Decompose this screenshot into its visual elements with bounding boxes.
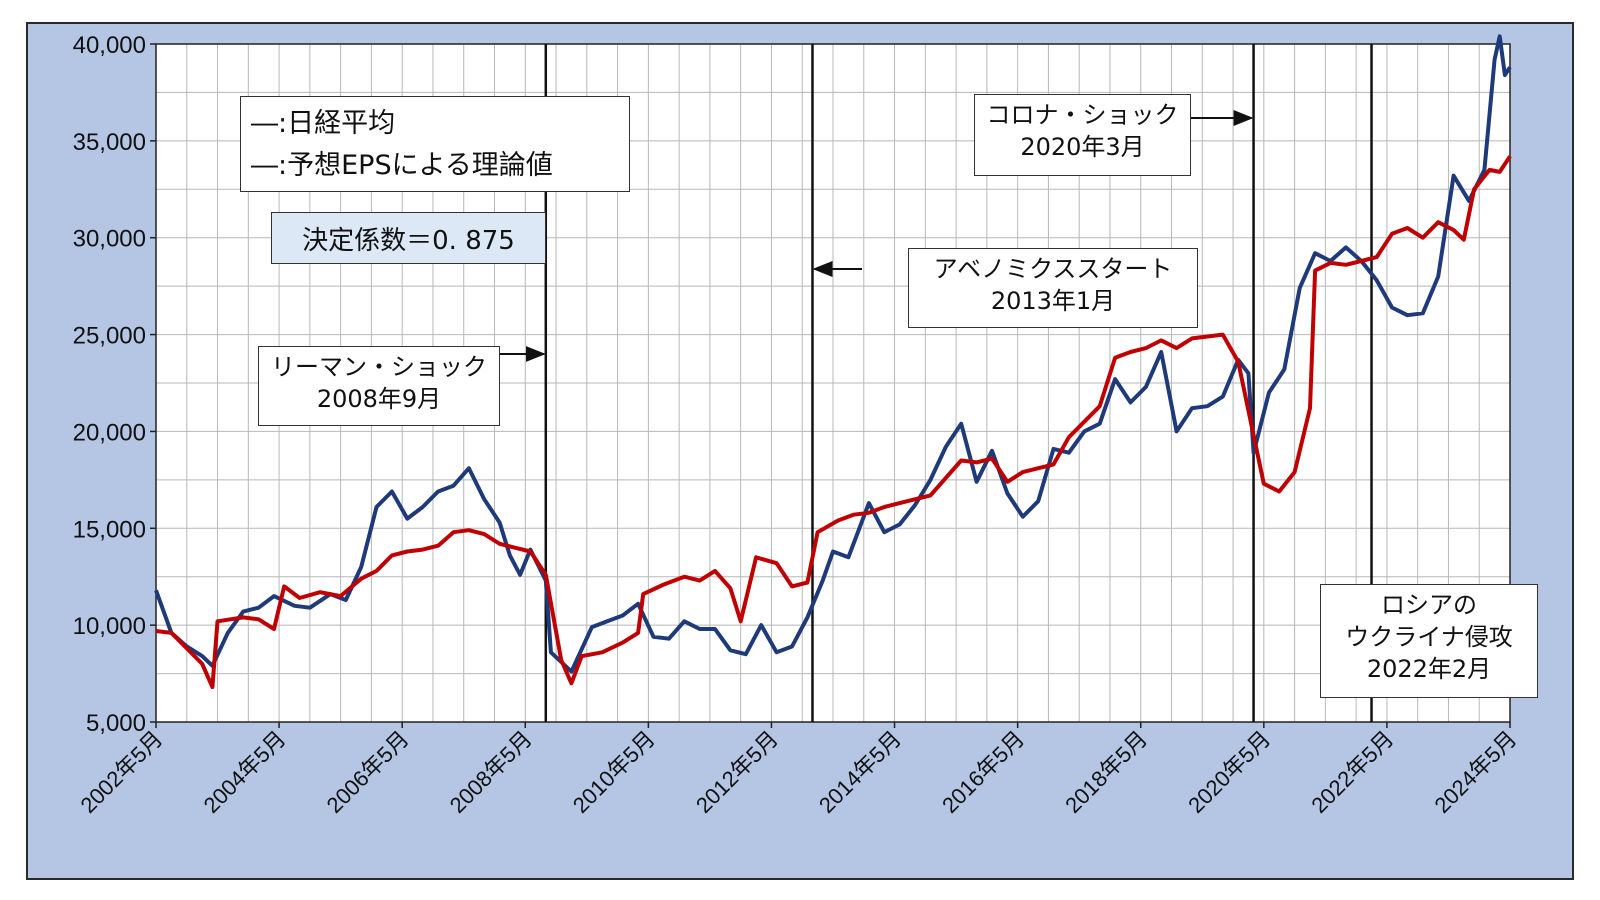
annotation-corona-shock: コロナ・ショック 2020年3月 xyxy=(974,94,1191,176)
x-tick-label: 2016年5月 xyxy=(937,726,1029,818)
x-tick-label: 2006年5月 xyxy=(322,726,414,818)
y-tick-label: 10,000 xyxy=(73,613,146,640)
coefficient-label: 決定係数＝0. 875 xyxy=(271,212,546,264)
y-tick-label: 40,000 xyxy=(73,32,146,59)
plot-border xyxy=(155,43,1511,723)
legend-label-theoretical: ―:予想EPSによる理論値 xyxy=(251,150,553,181)
y-tick-label: 30,000 xyxy=(73,226,146,253)
annotation-russia-ukraine: ロシアの ウクライナ侵攻 2022年2月 xyxy=(1320,584,1538,698)
line-chart: 5,000 10,000 15,000 20,000 25,000 30,000 35,00… xyxy=(73,32,1522,818)
legend-item-nikkei: ―:日経平均 xyxy=(251,103,619,145)
annotation-abenomics-start: アベノミクススタート 2013年1月 xyxy=(908,248,1198,328)
x-tick-label: 2018年5月 xyxy=(1060,726,1152,818)
x-tick-label: 2010年5月 xyxy=(568,726,660,818)
x-tick-label: 2020年5月 xyxy=(1183,726,1275,818)
y-tick-label: 15,000 xyxy=(73,516,146,543)
x-tick-label: 2022年5月 xyxy=(1306,726,1398,818)
x-tick-label: 2004年5月 xyxy=(199,726,291,818)
legend-item-theoretical: ―:予想EPSによる理論値 xyxy=(251,145,619,187)
y-tick-label: 35,000 xyxy=(73,129,146,156)
series-line-nikkei xyxy=(154,34,1512,674)
x-tick-label: 2024年5月 xyxy=(1429,726,1521,818)
y-tick-label: 5,000 xyxy=(86,710,146,737)
chart-frame: 5,000 10,000 15,000 20,000 25,000 30,000 35,00… xyxy=(26,22,1574,880)
y-tick-label: 25,000 xyxy=(73,323,146,350)
y-tick-label: 20,000 xyxy=(73,419,146,446)
series-line-theoretical xyxy=(155,155,1512,690)
x-tick-label: 2008年5月 xyxy=(445,726,537,818)
x-tick-label: 2012年5月 xyxy=(691,726,783,818)
x-tick-label: 2014年5月 xyxy=(814,726,906,818)
annotation-lehman-shock: リーマン・ショック 2008年9月 xyxy=(258,346,500,426)
legend-label-nikkei: ―:日経平均 xyxy=(251,108,396,139)
x-tick-label: 2002年5月 xyxy=(75,726,167,818)
legend: ―:日経平均 ―:予想EPSによる理論値 xyxy=(240,96,630,192)
